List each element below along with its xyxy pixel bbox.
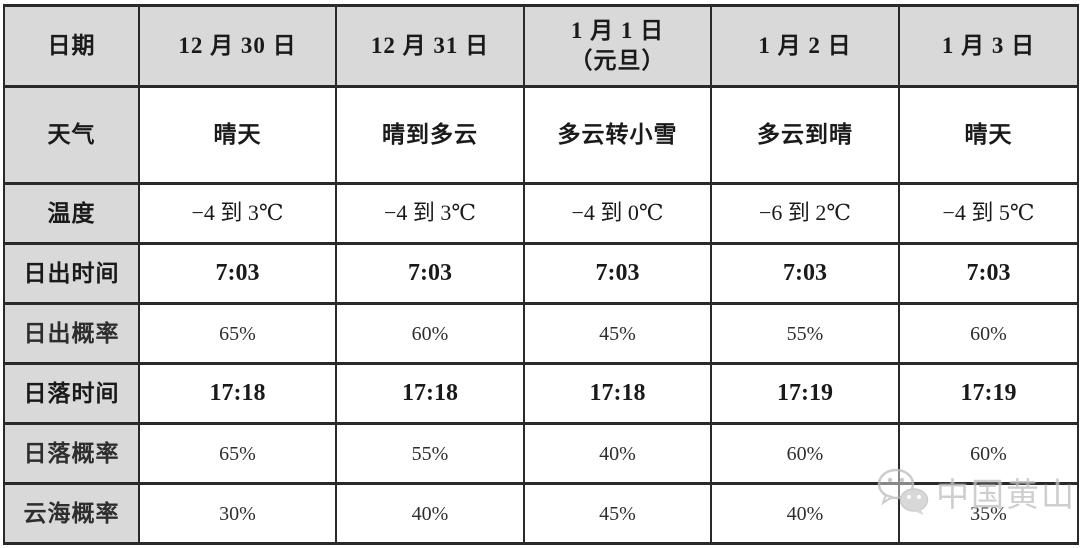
date-header-cell: 1 月 1 日 （元旦） (523, 4, 712, 88)
header-row: 日期 12 月 30 日 12 月 31 日 1 月 1 日 （元旦） 1 月 … (3, 4, 1079, 88)
sunset-probability-row: 日落概率 65% 55% 40% 60% 60% (3, 422, 1079, 485)
date-header-cell: 12 月 31 日 (335, 4, 525, 88)
temperature-cell: −6 到 2℃ (710, 182, 900, 245)
weather-cell: 晴天 (138, 85, 337, 185)
cloud-sea-probability-cell: 45% (523, 482, 712, 545)
row-label: 日落概率 (3, 422, 140, 485)
weather-cell: 多云转小雪 (523, 85, 712, 185)
weather-row: 天气 晴天 晴到多云 多云转小雪 多云到晴 晴天 (3, 85, 1079, 185)
row-label: 天气 (3, 85, 140, 185)
cloud-sea-probability-cell: 30% (138, 482, 337, 545)
temperature-cell: −4 到 5℃ (898, 182, 1079, 245)
date-header-cell: 12 月 30 日 (138, 4, 337, 88)
row-label: 日出概率 (3, 302, 140, 365)
sunset-time-cell: 17:19 (898, 362, 1079, 425)
sunset-probability-cell: 55% (335, 422, 525, 485)
sunrise-time-cell: 7:03 (710, 242, 900, 305)
sunset-time-cell: 17:19 (710, 362, 900, 425)
cloud-sea-probability-cell: 40% (710, 482, 900, 545)
sunrise-probability-cell: 60% (335, 302, 525, 365)
sunset-probability-cell: 40% (523, 422, 712, 485)
sunset-probability-cell: 65% (138, 422, 337, 485)
cloud-sea-probability-cell: 40% (335, 482, 525, 545)
sunset-time-cell: 17:18 (335, 362, 525, 425)
sunrise-probability-cell: 60% (898, 302, 1079, 365)
sunrise-time-row: 日出时间 7:03 7:03 7:03 7:03 7:03 (3, 242, 1079, 305)
weather-cell: 晴到多云 (335, 85, 525, 185)
temperature-row: 温度 −4 到 3℃ −4 到 3℃ −4 到 0℃ −6 到 2℃ −4 到 … (3, 182, 1079, 245)
date-header-cell: 1 月 3 日 (898, 4, 1079, 88)
row-label: 日落时间 (3, 362, 140, 425)
date-row-label: 日期 (3, 4, 140, 88)
row-label: 日出时间 (3, 242, 140, 305)
sunset-time-cell: 17:18 (523, 362, 712, 425)
sunrise-probability-cell: 45% (523, 302, 712, 365)
sunrise-time-cell: 7:03 (523, 242, 712, 305)
sunrise-probability-cell: 55% (710, 302, 900, 365)
temperature-cell: −4 到 3℃ (335, 182, 525, 245)
cloud-sea-probability-cell: 35% (898, 482, 1079, 545)
weather-cell: 多云到晴 (710, 85, 900, 185)
sunrise-time-cell: 7:03 (138, 242, 337, 305)
cloud-sea-probability-row: 云海概率 30% 40% 45% 40% 35% (3, 482, 1079, 545)
row-label: 温度 (3, 182, 140, 245)
sunset-probability-cell: 60% (710, 422, 900, 485)
row-label: 云海概率 (3, 482, 140, 545)
sunrise-probability-cell: 65% (138, 302, 337, 365)
sunrise-time-cell: 7:03 (898, 242, 1079, 305)
temperature-cell: −4 到 0℃ (523, 182, 712, 245)
sunset-probability-cell: 60% (898, 422, 1079, 485)
weather-cell: 晴天 (898, 85, 1079, 185)
sunset-time-cell: 17:18 (138, 362, 337, 425)
temperature-cell: −4 到 3℃ (138, 182, 337, 245)
sunrise-time-cell: 7:03 (335, 242, 525, 305)
forecast-table: 日期 12 月 30 日 12 月 31 日 1 月 1 日 （元旦） 1 月 … (3, 4, 1079, 545)
sunrise-probability-row: 日出概率 65% 60% 45% 55% 60% (3, 302, 1079, 365)
date-header-cell: 1 月 2 日 (710, 4, 900, 88)
sunset-time-row: 日落时间 17:18 17:18 17:18 17:19 17:19 (3, 362, 1079, 425)
